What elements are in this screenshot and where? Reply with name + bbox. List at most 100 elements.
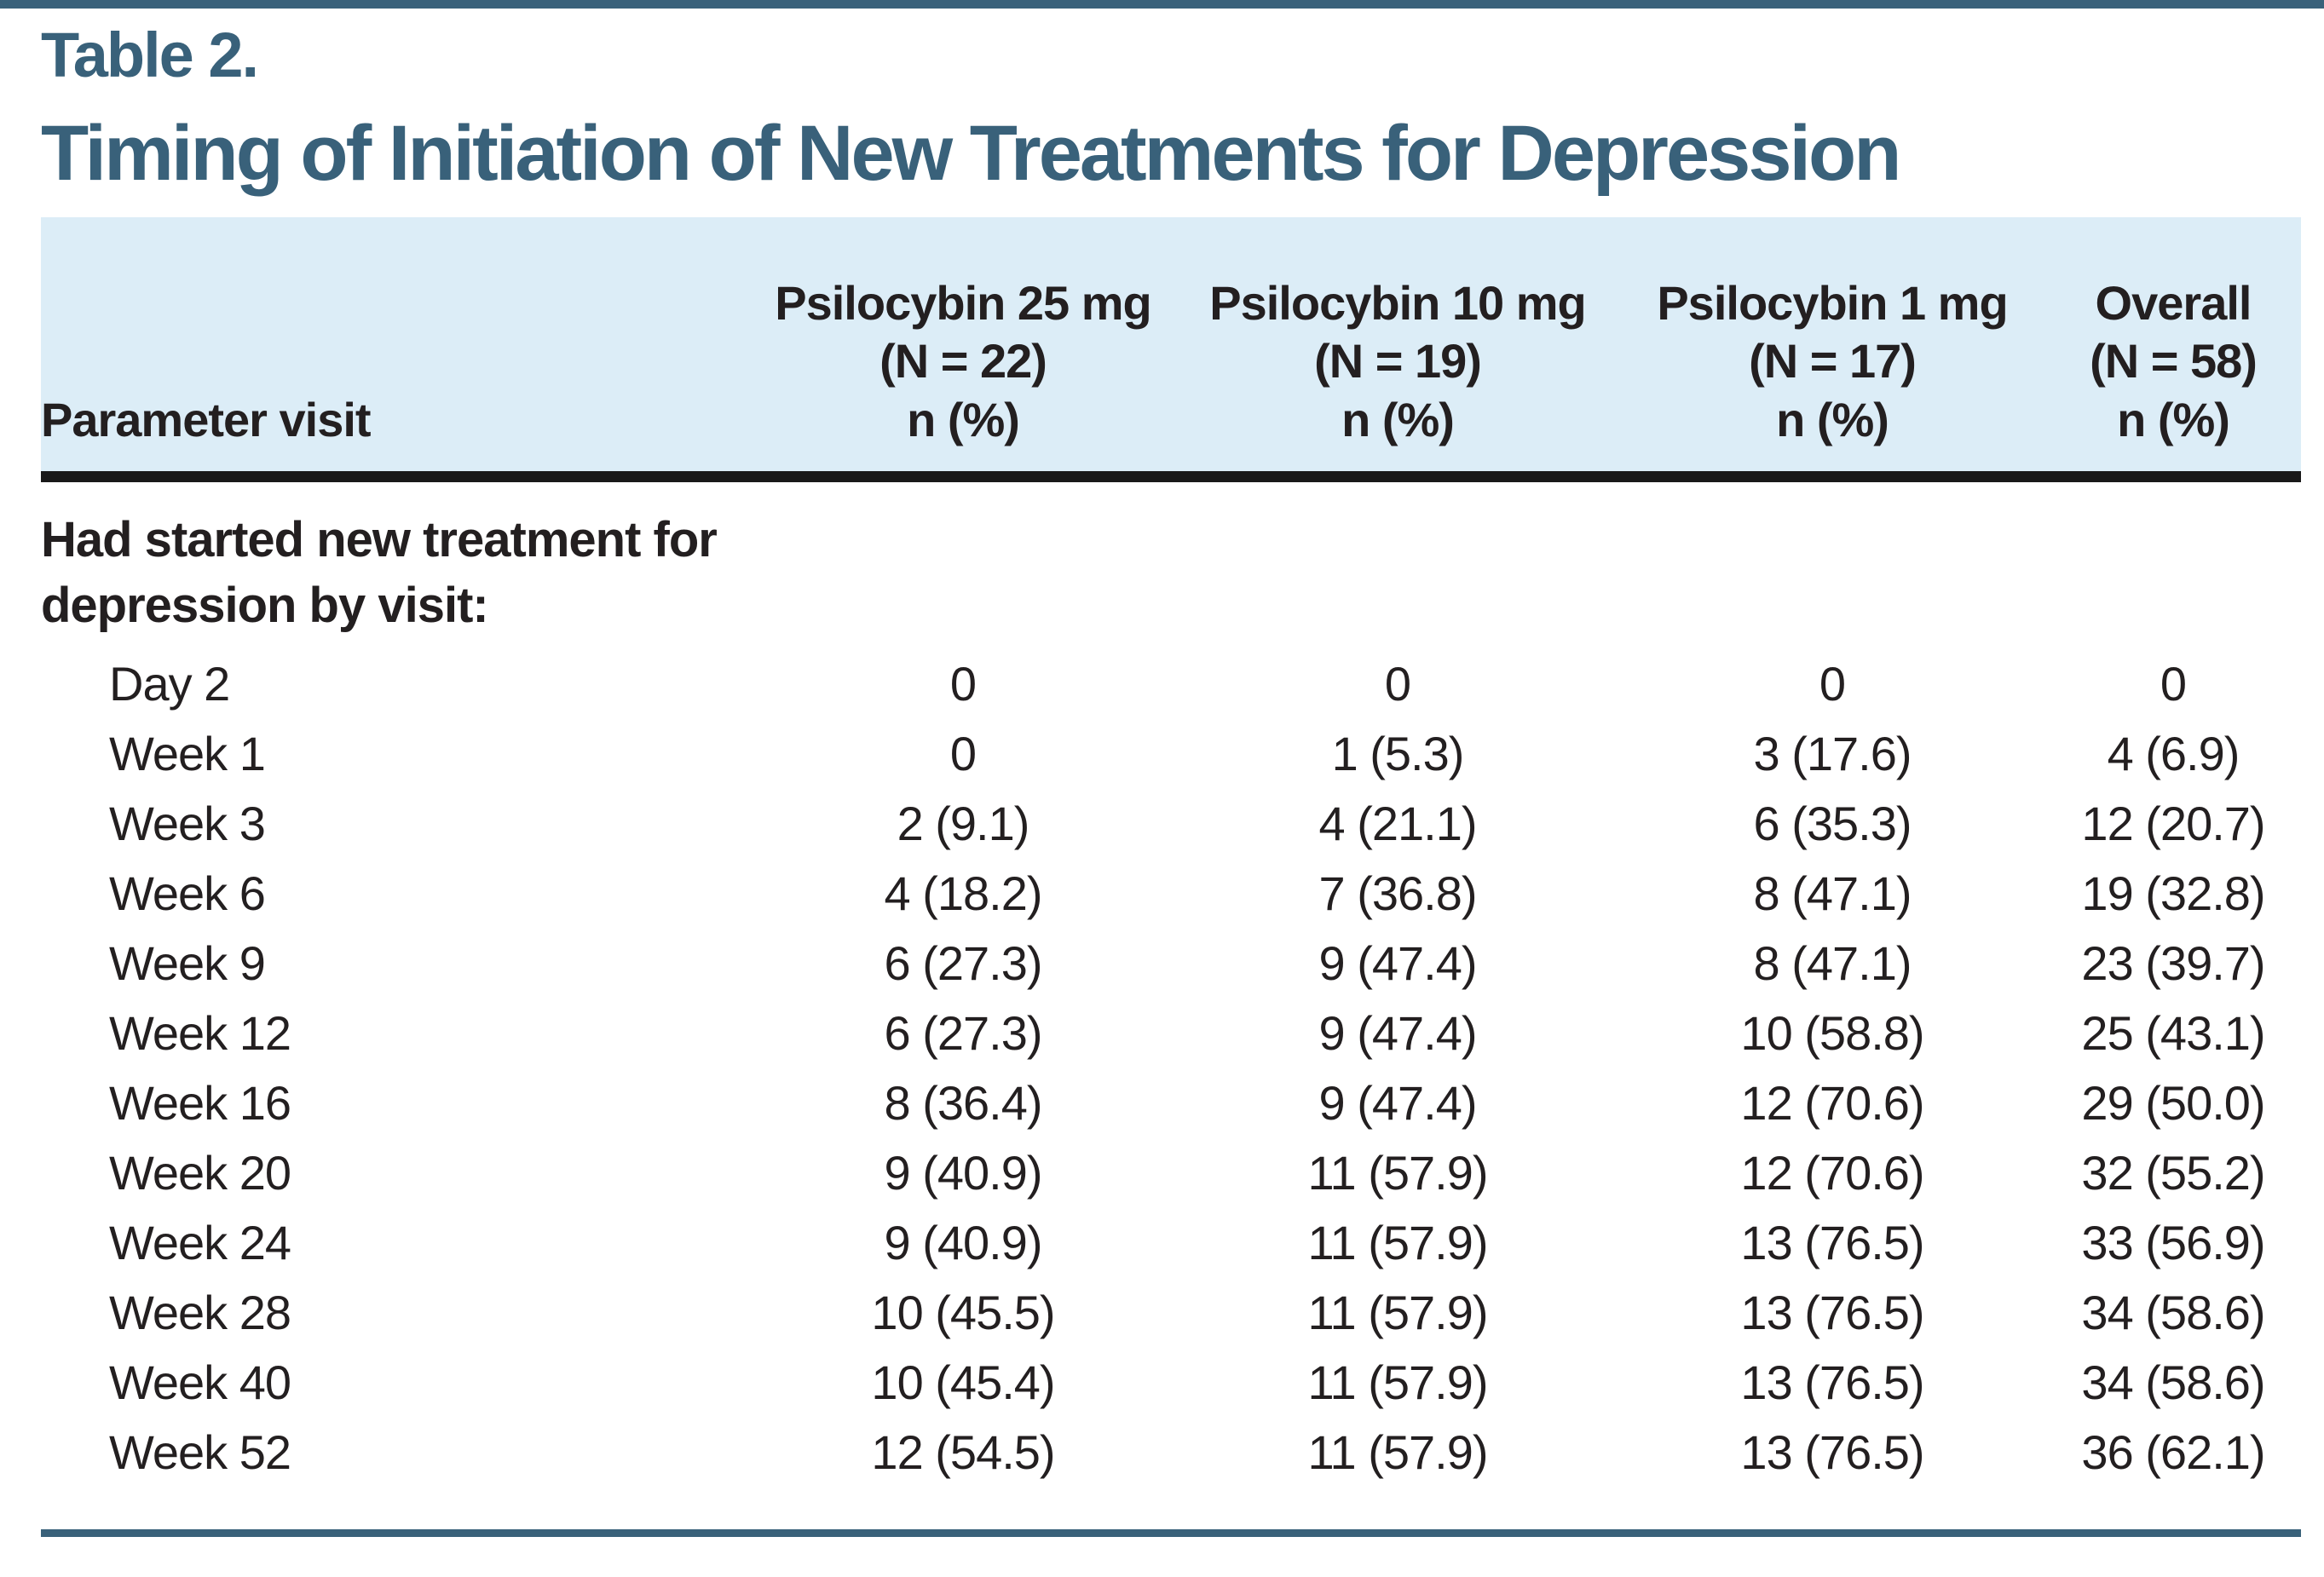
value-cell: 3 (17.6) [1753, 726, 1912, 780]
value-cell: 13 (76.5) [1740, 1285, 1924, 1339]
value-cell: 19 (32.8) [2081, 866, 2265, 920]
table-title: Timing of Initiation of New Treatments f… [41, 110, 1901, 197]
row-label: Week 16 [109, 1075, 291, 1130]
table-row-week-24: Week 24 9 (40.9) 11 (57.9) 13 (76.5) 33 … [41, 1207, 2301, 1277]
value-cell: 4 (18.2) [884, 866, 1043, 920]
value-cell: 8 (47.1) [1753, 935, 1912, 990]
value-cell: 0 [949, 656, 977, 711]
header-unit: n (%) [2117, 392, 2230, 446]
table-row-day-2: Day 2 0 0 0 0 [41, 648, 2301, 718]
row-label: Week 20 [109, 1145, 291, 1200]
header-drug-name: Psilocybin 25 mg [775, 276, 1152, 331]
value-cell: 11 (57.9) [1307, 1215, 1489, 1269]
top-accent-rule [0, 0, 2324, 9]
value-cell: 34 (58.6) [2081, 1355, 2265, 1409]
value-cell: 6 (27.3) [884, 1005, 1043, 1060]
header-psilocybin-1mg: Psilocybin 1 mg (N = 17) n (%) [1619, 217, 2045, 482]
value-cell: 25 (43.1) [2081, 1005, 2265, 1060]
value-cell: 6 (35.3) [1753, 796, 1912, 850]
row-label: Week 28 [109, 1285, 291, 1339]
header-overall: Overall (N = 58) n (%) [2045, 217, 2301, 482]
section-label-row: Had started new treatment for depression… [41, 477, 2301, 649]
value-cell: 34 (58.6) [2081, 1285, 2265, 1339]
table-row-week-28: Week 28 10 (45.5) 11 (57.9) 13 (76.5) 34… [41, 1277, 2301, 1347]
header-psilocybin-10mg: Psilocybin 10 mg (N = 19) n (%) [1176, 217, 1619, 482]
table-row-week-9: Week 9 6 (27.3) 9 (47.4) 8 (47.1) 23 (39… [41, 928, 2301, 998]
value-cell: 12 (20.7) [2081, 796, 2265, 850]
row-label: Week 52 [109, 1424, 291, 1479]
value-cell: 12 (70.6) [1740, 1075, 1924, 1130]
value-cell: 4 (21.1) [1318, 796, 1478, 850]
value-cell: 23 (39.7) [2081, 935, 2265, 990]
value-cell: 10 (45.4) [871, 1355, 1055, 1409]
value-cell: 9 (47.4) [1318, 1005, 1478, 1060]
table-row-week-52: Week 52 12 (54.5) 11 (57.9) 13 (76.5) 36… [41, 1417, 2301, 1487]
value-cell: 9 (40.9) [884, 1215, 1043, 1269]
value-cell: 0 [1819, 656, 1846, 711]
bottom-accent-rule [41, 1529, 2301, 1537]
value-cell: 0 [1384, 656, 1411, 711]
table-body: Had started new treatment for depression… [41, 477, 2301, 1488]
header-n-count: (N = 58) [2090, 334, 2258, 388]
table-number-label: Table 2. [41, 20, 259, 90]
value-cell: 13 (76.5) [1740, 1424, 1924, 1479]
value-cell: 13 (76.5) [1740, 1215, 1924, 1269]
value-cell: 33 (56.9) [2081, 1215, 2265, 1269]
section-label-line1: Had started new treatment for [41, 512, 718, 567]
value-cell: 12 (70.6) [1740, 1145, 1924, 1200]
value-cell: 11 (57.9) [1307, 1424, 1489, 1479]
header-drug-name: Psilocybin 1 mg [1657, 276, 2008, 331]
row-label: Week 24 [109, 1215, 291, 1269]
value-cell: 4 (6.9) [2107, 726, 2240, 780]
row-label: Week 12 [109, 1005, 291, 1060]
row-label: Week 6 [109, 866, 266, 920]
value-cell: 11 (57.9) [1307, 1145, 1489, 1200]
row-label: Day 2 [109, 656, 230, 711]
value-cell: 32 (55.2) [2081, 1145, 2265, 1200]
table-row-week-1: Week 1 0 1 (5.3) 3 (17.6) 4 (6.9) [41, 718, 2301, 788]
header-row: Parameter visit Psilocybin 25 mg (N = 22… [41, 217, 2301, 482]
value-cell: 9 (40.9) [884, 1145, 1043, 1200]
header-drug-name: Psilocybin 10 mg [1209, 276, 1587, 331]
section-label: Had started new treatment for depression… [41, 477, 2301, 649]
header-psilocybin-25mg: Psilocybin 25 mg (N = 22) n (%) [750, 217, 1176, 482]
header-unit: n (%) [1341, 392, 1455, 446]
value-cell: 29 (50.0) [2081, 1075, 2265, 1130]
value-cell: 9 (47.4) [1318, 935, 1478, 990]
header-n-count: (N = 17) [1749, 334, 1917, 388]
value-cell: 6 (27.3) [884, 935, 1043, 990]
value-cell: 0 [2160, 656, 2187, 711]
header-unit: n (%) [1776, 392, 1889, 446]
value-cell: 10 (45.5) [871, 1285, 1055, 1339]
value-cell: 7 (36.8) [1318, 866, 1478, 920]
value-cell: 36 (62.1) [2081, 1424, 2265, 1479]
value-cell: 10 (58.8) [1740, 1005, 1924, 1060]
row-label: Week 9 [109, 935, 266, 990]
value-cell: 12 (54.5) [871, 1424, 1055, 1479]
header-drug-name: Overall [2095, 276, 2252, 331]
value-cell: 13 (76.5) [1740, 1355, 1924, 1409]
value-cell: 9 (47.4) [1318, 1075, 1478, 1130]
header-parameter-visit: Parameter visit [41, 217, 750, 482]
table-header: Parameter visit Psilocybin 25 mg (N = 22… [41, 217, 2301, 482]
table-row-week-40: Week 40 10 (45.4) 11 (57.9) 13 (76.5) 34… [41, 1347, 2301, 1417]
value-cell: 8 (36.4) [884, 1075, 1043, 1130]
value-cell: 1 (5.3) [1331, 726, 1465, 780]
value-cell: 2 (9.1) [897, 796, 1030, 850]
row-label: Week 3 [109, 796, 266, 850]
table-row-week-3: Week 3 2 (9.1) 4 (21.1) 6 (35.3) 12 (20.… [41, 788, 2301, 858]
value-cell: 0 [949, 726, 977, 780]
value-cell: 8 (47.1) [1753, 866, 1912, 920]
header-unit: n (%) [907, 392, 1020, 446]
treatment-timing-table: Parameter visit Psilocybin 25 mg (N = 22… [41, 217, 2301, 1487]
table-row-week-16: Week 16 8 (36.4) 9 (47.4) 12 (70.6) 29 (… [41, 1068, 2301, 1137]
header-n-count: (N = 19) [1314, 334, 1482, 388]
header-n-count: (N = 22) [879, 334, 1047, 388]
value-cell: 11 (57.9) [1307, 1355, 1489, 1409]
table-row-week-6: Week 6 4 (18.2) 7 (36.8) 8 (47.1) 19 (32… [41, 858, 2301, 928]
row-label: Week 40 [109, 1355, 291, 1409]
section-label-line2: depression by visit: [41, 577, 489, 633]
value-cell: 11 (57.9) [1307, 1285, 1489, 1339]
table-row-week-20: Week 20 9 (40.9) 11 (57.9) 12 (70.6) 32 … [41, 1137, 2301, 1207]
